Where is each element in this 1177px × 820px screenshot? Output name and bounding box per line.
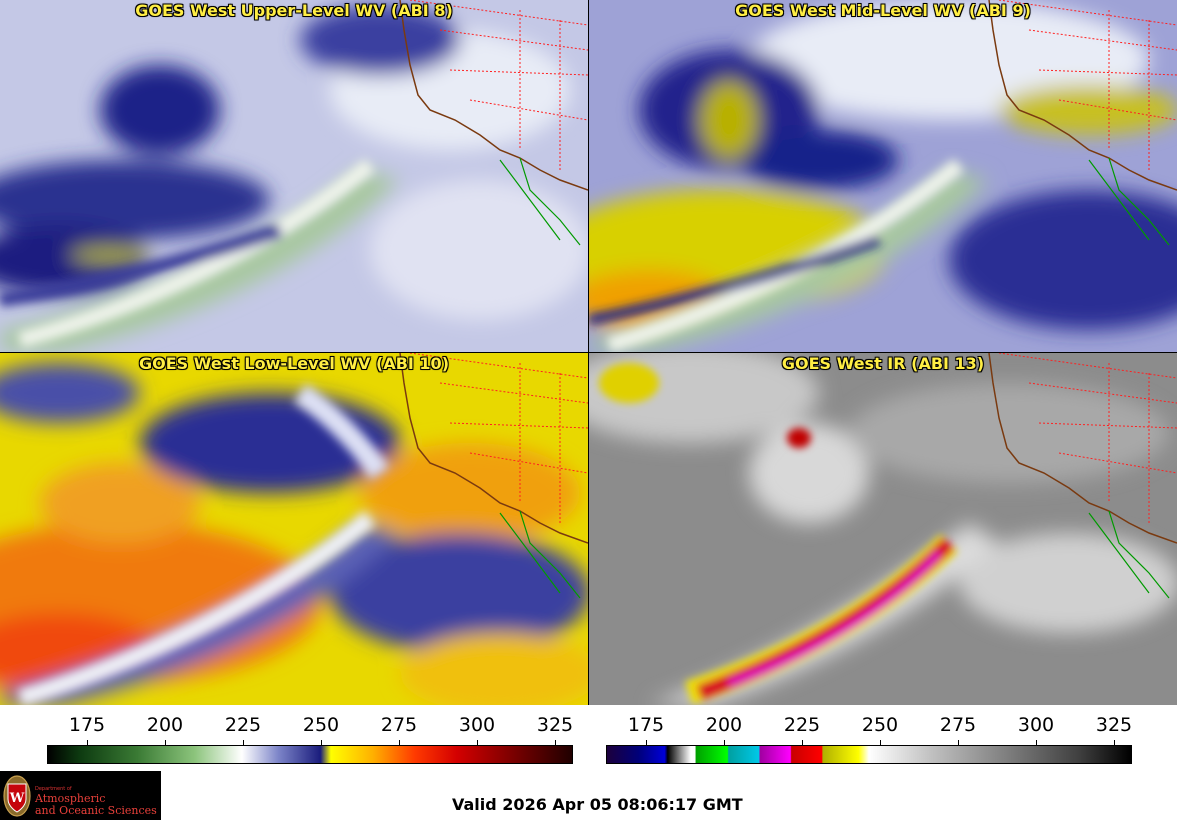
low-level-wv-image bbox=[0, 353, 588, 705]
ir-tick bbox=[724, 740, 725, 745]
wv-tick-label: 225 bbox=[224, 714, 262, 736]
ir-tick-label: 275 bbox=[939, 714, 977, 736]
panel-title: GOES West Upper-Level WV (ABI 8) bbox=[135, 1, 453, 20]
logo-small-text: Department of bbox=[35, 786, 72, 792]
wv-tick-label: 325 bbox=[536, 714, 574, 736]
wv-tick bbox=[321, 740, 322, 745]
wv-tick-label: 275 bbox=[380, 714, 418, 736]
ir-tick-label: 200 bbox=[705, 714, 743, 736]
wv-tick bbox=[243, 740, 244, 745]
uw-seal-icon: W bbox=[3, 775, 31, 817]
ir-tick bbox=[646, 740, 647, 745]
wv-tick bbox=[165, 740, 166, 745]
low-level-wv-panel: GOES West Low-Level WV (ABI 10) bbox=[0, 353, 588, 705]
wv-tick bbox=[555, 740, 556, 745]
ir-tick bbox=[1036, 740, 1037, 745]
panel-title: GOES West IR (ABI 13) bbox=[781, 354, 985, 373]
ir-tick-label: 175 bbox=[627, 714, 665, 736]
aos-logo: W Department of Atmospheric and Oceanic … bbox=[0, 771, 161, 820]
panel-divider-horizontal bbox=[0, 352, 1177, 353]
logo-line-1: Atmospheric bbox=[35, 792, 106, 805]
panel-title: GOES West Mid-Level WV (ABI 9) bbox=[735, 1, 1031, 20]
ir-tick-label: 250 bbox=[861, 714, 899, 736]
ir-tick bbox=[802, 740, 803, 745]
ir-tick bbox=[958, 740, 959, 745]
wv-tick bbox=[477, 740, 478, 745]
svg-text:W: W bbox=[9, 791, 25, 806]
wv-colorbar bbox=[47, 745, 573, 764]
ir-panel: GOES West IR (ABI 13) bbox=[589, 353, 1177, 705]
ir-tick bbox=[1114, 740, 1115, 745]
ir-colorbar bbox=[606, 745, 1132, 764]
wv-tick-label: 200 bbox=[146, 714, 184, 736]
panel-title: GOES West Low-Level WV (ABI 10) bbox=[138, 354, 449, 373]
wv-tick bbox=[87, 740, 88, 745]
ir-tick-label: 325 bbox=[1095, 714, 1133, 736]
upper-level-wv-panel: GOES West Upper-Level WV (ABI 8) bbox=[0, 0, 588, 352]
valid-time: Valid 2026 Apr 05 08:06:17 GMT bbox=[452, 795, 743, 814]
ir-tick bbox=[880, 740, 881, 745]
wv-tick bbox=[399, 740, 400, 745]
mid-level-wv-image bbox=[589, 0, 1177, 352]
upper-level-wv-image bbox=[0, 0, 588, 352]
wv-tick-label: 250 bbox=[302, 714, 340, 736]
wv-tick-label: 300 bbox=[458, 714, 496, 736]
mid-level-wv-panel: GOES West Mid-Level WV (ABI 9) bbox=[589, 0, 1177, 352]
wv-tick-label: 175 bbox=[68, 714, 106, 736]
logo-line-2: and Oceanic Sciences bbox=[35, 804, 157, 817]
ir-tick-label: 225 bbox=[783, 714, 821, 736]
ir-image bbox=[589, 353, 1177, 705]
ir-tick-label: 300 bbox=[1017, 714, 1055, 736]
